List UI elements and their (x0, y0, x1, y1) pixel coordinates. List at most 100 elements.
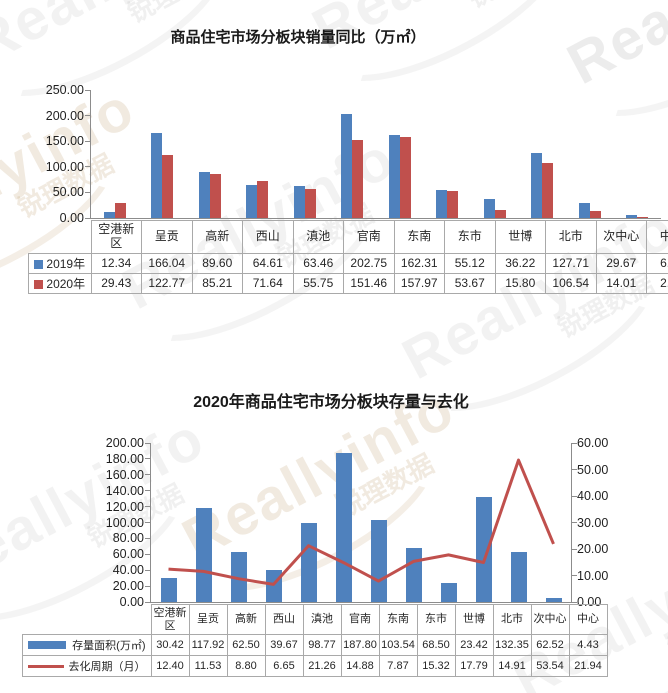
category-header-cell: 次中心 (530, 603, 570, 636)
value-cell: 14.88 (340, 655, 380, 678)
value-cell: 117.92 (188, 634, 228, 657)
value-cell: 8.80 (226, 655, 266, 678)
category-header-cell: 官南 (343, 220, 395, 254)
value-cell: 29.43 (90, 272, 142, 294)
y-tick-label: 60.00 (577, 436, 609, 450)
value-cell: 187.80 (340, 634, 380, 657)
legend-cell-content: 存量面积(万㎡) (23, 637, 150, 653)
value-cell: 2.42 (646, 272, 668, 294)
legend-label: 2020年 (46, 276, 86, 291)
category-header-cell: 高新 (191, 220, 243, 254)
category-header-cell: 东南 (393, 220, 445, 254)
watermark-latin-text: Reallyinfo (557, 0, 668, 97)
category-header-cell: 官南 (340, 603, 380, 636)
tick-mark (85, 89, 90, 91)
value-cell: 127.71 (545, 252, 597, 274)
legend-label: 存量面积(万㎡) (72, 640, 146, 653)
category-header-cell: 呈贡 (141, 220, 193, 254)
tick-mark (572, 601, 577, 603)
y-tick-label: 10.00 (577, 568, 609, 583)
value-cell: 71.64 (242, 272, 294, 294)
y-tick-label: 120.00 (105, 499, 144, 514)
sales-yoy-y-axis: 250.00 200.00 150.00 100.00 50.00 0.00 (16, 84, 84, 224)
category-header-cell: 中心 (568, 603, 608, 636)
category-header-cell: 西山 (264, 603, 304, 636)
y-tick-label: 80.00 (112, 531, 144, 546)
table-header-row: 空港新区呈贡高新西山滇池官南东南东市世博北市次中心中心 (23, 603, 608, 636)
y-tick-label: 150.00 (45, 134, 84, 149)
bar-2020年 (209, 174, 221, 218)
category-header-cell: 空港新区 (150, 603, 190, 636)
inventory-data-table: 空港新区 呈贡 高新 西山 滇池 官南 东南 东市 世博 北市 次中心 中心 存量面积(万㎡) 30.42… (22, 603, 608, 678)
watermark-cn-text: 锐理数据 (460, 0, 569, 15)
bar-2020年 (352, 140, 364, 218)
bar-存量面积(万㎡) (160, 577, 177, 602)
watermark-cn-text: 锐理数据 (662, 588, 668, 664)
tick-mark (572, 469, 577, 470)
value-cell: 55.75 (292, 272, 344, 294)
category-header-cell: 东南 (378, 603, 418, 636)
category-header-cell: 空港新区 (90, 220, 142, 254)
value-cell: 39.67 (264, 634, 304, 657)
bar-2019年 (531, 152, 543, 218)
series-row: 2019年 12.34 166.04 89.60 64.61 63.46 202.75 162… (28, 252, 668, 274)
value-cell: 23.42 (454, 634, 494, 657)
value-cell: 55.12 (444, 252, 496, 274)
category-header-cell: 呈贡 (188, 603, 228, 636)
bar-2019年 (388, 134, 400, 218)
legend-cell: 2020年 (28, 272, 92, 294)
bar-存量面积(万㎡) (300, 523, 317, 602)
value-cell: 53.67 (444, 272, 496, 294)
absorption-line (168, 458, 555, 586)
legend-bar-icon (28, 641, 66, 650)
tick-mark (85, 191, 90, 193)
legend-label: 2019年 (46, 256, 86, 271)
y-tick-label: 100.00 (45, 159, 84, 174)
absorption-line-series (168, 458, 555, 586)
value-cell: 103.54 (378, 634, 418, 657)
tick-mark (85, 217, 90, 219)
bar-2019年 (436, 189, 448, 218)
value-cell: 14.01 (595, 272, 647, 294)
category-header-cell: 中心 (646, 220, 668, 254)
sales-yoy-plot-area (85, 89, 661, 219)
bar-存量面积(万㎡) (195, 508, 212, 602)
value-cell: 98.77 (302, 634, 342, 657)
legend-label: 去化周期（月） (68, 661, 146, 674)
y-tick-label: 40.00 (577, 489, 609, 503)
legend-cell: 存量面积(万㎡) (22, 634, 152, 657)
value-cell: 29.67 (595, 252, 647, 274)
value-cell: 17.79 (454, 655, 494, 678)
bar-2020年 (257, 181, 269, 218)
value-cell: 62.52 (530, 634, 570, 657)
bar-2019年 (578, 202, 590, 218)
value-cell: 202.75 (343, 252, 395, 274)
category-header-cell: 北市 (545, 220, 597, 254)
value-cell: 132.35 (492, 634, 532, 657)
bar-2019年 (483, 199, 495, 218)
value-cell: 122.77 (141, 272, 193, 294)
sales-yoy-chart-title: 商品住宅市场分板块销量同比（万㎡） (170, 29, 426, 46)
bar-2020年 (162, 155, 174, 218)
value-cell: 68.50 (416, 634, 456, 657)
tick-mark (85, 166, 90, 168)
value-cell: 21.94 (568, 655, 608, 678)
y-tick-label: 100.00 (105, 515, 144, 530)
series-row: 去化周期（月） 12.40 11.53 8.80 6.65 21.26 14.88 7.87 1… (22, 655, 608, 678)
legend-cell-content: 去化周期（月） (23, 658, 150, 674)
tick-mark (145, 474, 150, 476)
y-tick-label: 50.00 (577, 462, 609, 477)
bar-存量面积(万㎡) (510, 552, 527, 602)
value-cell: 166.04 (141, 252, 193, 274)
y-tick-label: 160.00 (105, 467, 144, 482)
bar-存量面积(万㎡) (545, 598, 562, 602)
value-cell: 15.32 (416, 655, 456, 678)
tick-mark (85, 140, 90, 142)
bar-存量面积(万㎡) (370, 519, 387, 602)
value-cell: 14.91 (492, 655, 532, 678)
bar-2019年 (341, 114, 353, 218)
value-cell: 162.31 (393, 252, 445, 274)
y-tick-label: 0.00 (119, 595, 144, 609)
